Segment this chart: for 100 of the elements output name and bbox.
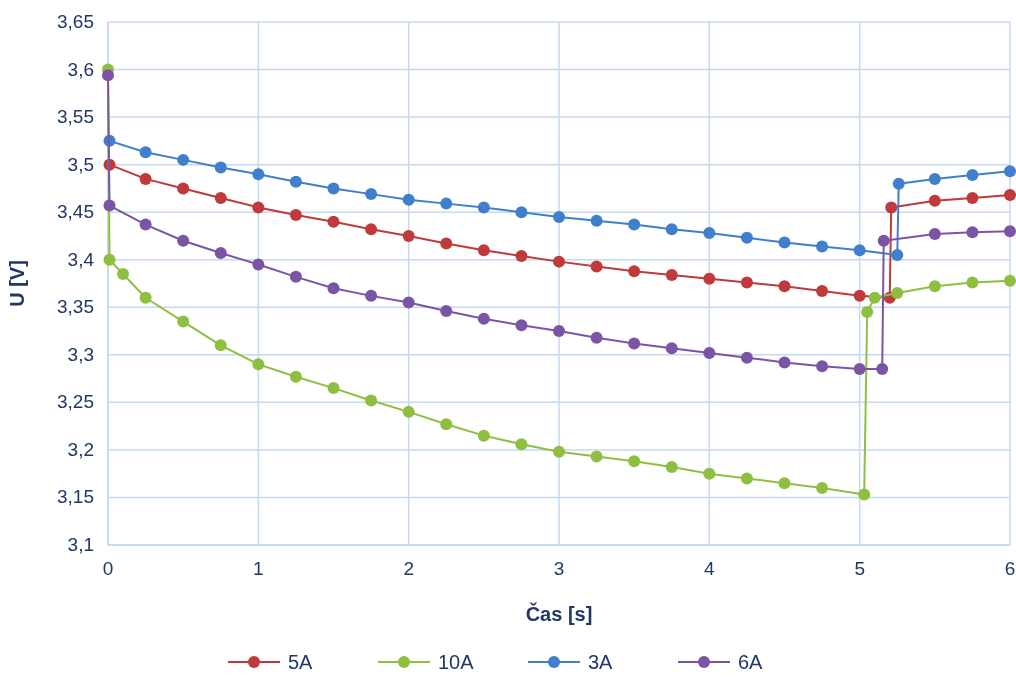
point (214, 191, 227, 204)
point (966, 191, 979, 204)
point (877, 234, 890, 247)
point (853, 363, 866, 376)
point (928, 172, 941, 185)
point (289, 370, 302, 383)
point (966, 276, 979, 289)
point (858, 488, 871, 501)
point (1004, 165, 1016, 178)
point (103, 253, 116, 266)
point (102, 69, 114, 82)
point (928, 194, 941, 207)
point (117, 267, 130, 280)
point (665, 342, 678, 355)
x-tick-label: 6 (1004, 558, 1016, 579)
point (628, 337, 641, 350)
y-tick-label: 3,6 (67, 58, 94, 80)
legend-label: 6A (738, 651, 764, 673)
y-tick-label: 3,1 (67, 534, 94, 555)
point (440, 237, 453, 250)
point (214, 339, 227, 352)
point (289, 270, 302, 283)
point (590, 260, 603, 273)
point (440, 305, 453, 318)
point (861, 306, 874, 319)
point (214, 161, 227, 174)
point (327, 282, 340, 295)
point (665, 461, 678, 474)
point (703, 272, 716, 285)
point (177, 234, 190, 247)
point (553, 255, 565, 268)
point (740, 276, 753, 289)
point (740, 231, 753, 244)
point (816, 481, 829, 494)
point (139, 291, 152, 304)
point (477, 429, 490, 442)
point (402, 405, 415, 418)
point (740, 472, 753, 485)
point (966, 169, 979, 182)
point (477, 244, 490, 257)
point (252, 358, 265, 371)
y-tick-label: 3,15 (57, 486, 94, 508)
point (402, 229, 415, 242)
point (477, 312, 490, 325)
point (365, 223, 378, 236)
point (327, 382, 340, 395)
point (553, 445, 565, 458)
point (740, 351, 753, 364)
point (590, 450, 603, 463)
y-tick-label: 3,3 (67, 343, 94, 365)
y-tick-label: 3,4 (67, 248, 95, 270)
point (177, 153, 190, 166)
point (928, 280, 941, 293)
point (1004, 189, 1016, 202)
point (665, 223, 678, 236)
point (885, 201, 898, 214)
point (440, 418, 453, 431)
point (252, 168, 265, 181)
point (327, 182, 340, 195)
point (103, 199, 116, 212)
point (891, 248, 904, 261)
x-tick-label: 0 (102, 558, 114, 579)
point (139, 146, 152, 159)
point (590, 214, 603, 227)
point (515, 249, 528, 262)
point (1004, 225, 1016, 238)
point (816, 240, 829, 253)
y-tick-label: 3,55 (57, 106, 94, 128)
point (778, 356, 791, 369)
point (365, 289, 378, 302)
point (876, 363, 889, 376)
point (477, 201, 490, 214)
point (628, 455, 641, 468)
point (252, 201, 265, 214)
legend-label: 3A (588, 651, 614, 673)
point (891, 287, 904, 300)
x-tick-label: 4 (704, 558, 716, 579)
point (628, 218, 641, 231)
point (327, 215, 340, 228)
x-tick-label: 1 (253, 558, 264, 579)
point (402, 296, 415, 309)
y-tick-label: 3,35 (57, 296, 94, 318)
y-axis-title: U [V] (6, 260, 28, 307)
x-axis-title: Čas [s] (525, 602, 593, 625)
point (853, 244, 866, 257)
point (590, 331, 603, 344)
point (139, 172, 152, 185)
point (214, 247, 227, 260)
legend-label: 10A (438, 651, 475, 673)
point (1004, 274, 1016, 287)
point (966, 226, 979, 239)
point (515, 206, 528, 219)
point (252, 258, 265, 271)
point (628, 265, 641, 278)
point (289, 209, 302, 222)
point (703, 227, 716, 240)
y-tick-label: 3,65 (57, 11, 94, 32)
point (515, 438, 528, 451)
point (816, 285, 829, 298)
point (440, 197, 453, 210)
